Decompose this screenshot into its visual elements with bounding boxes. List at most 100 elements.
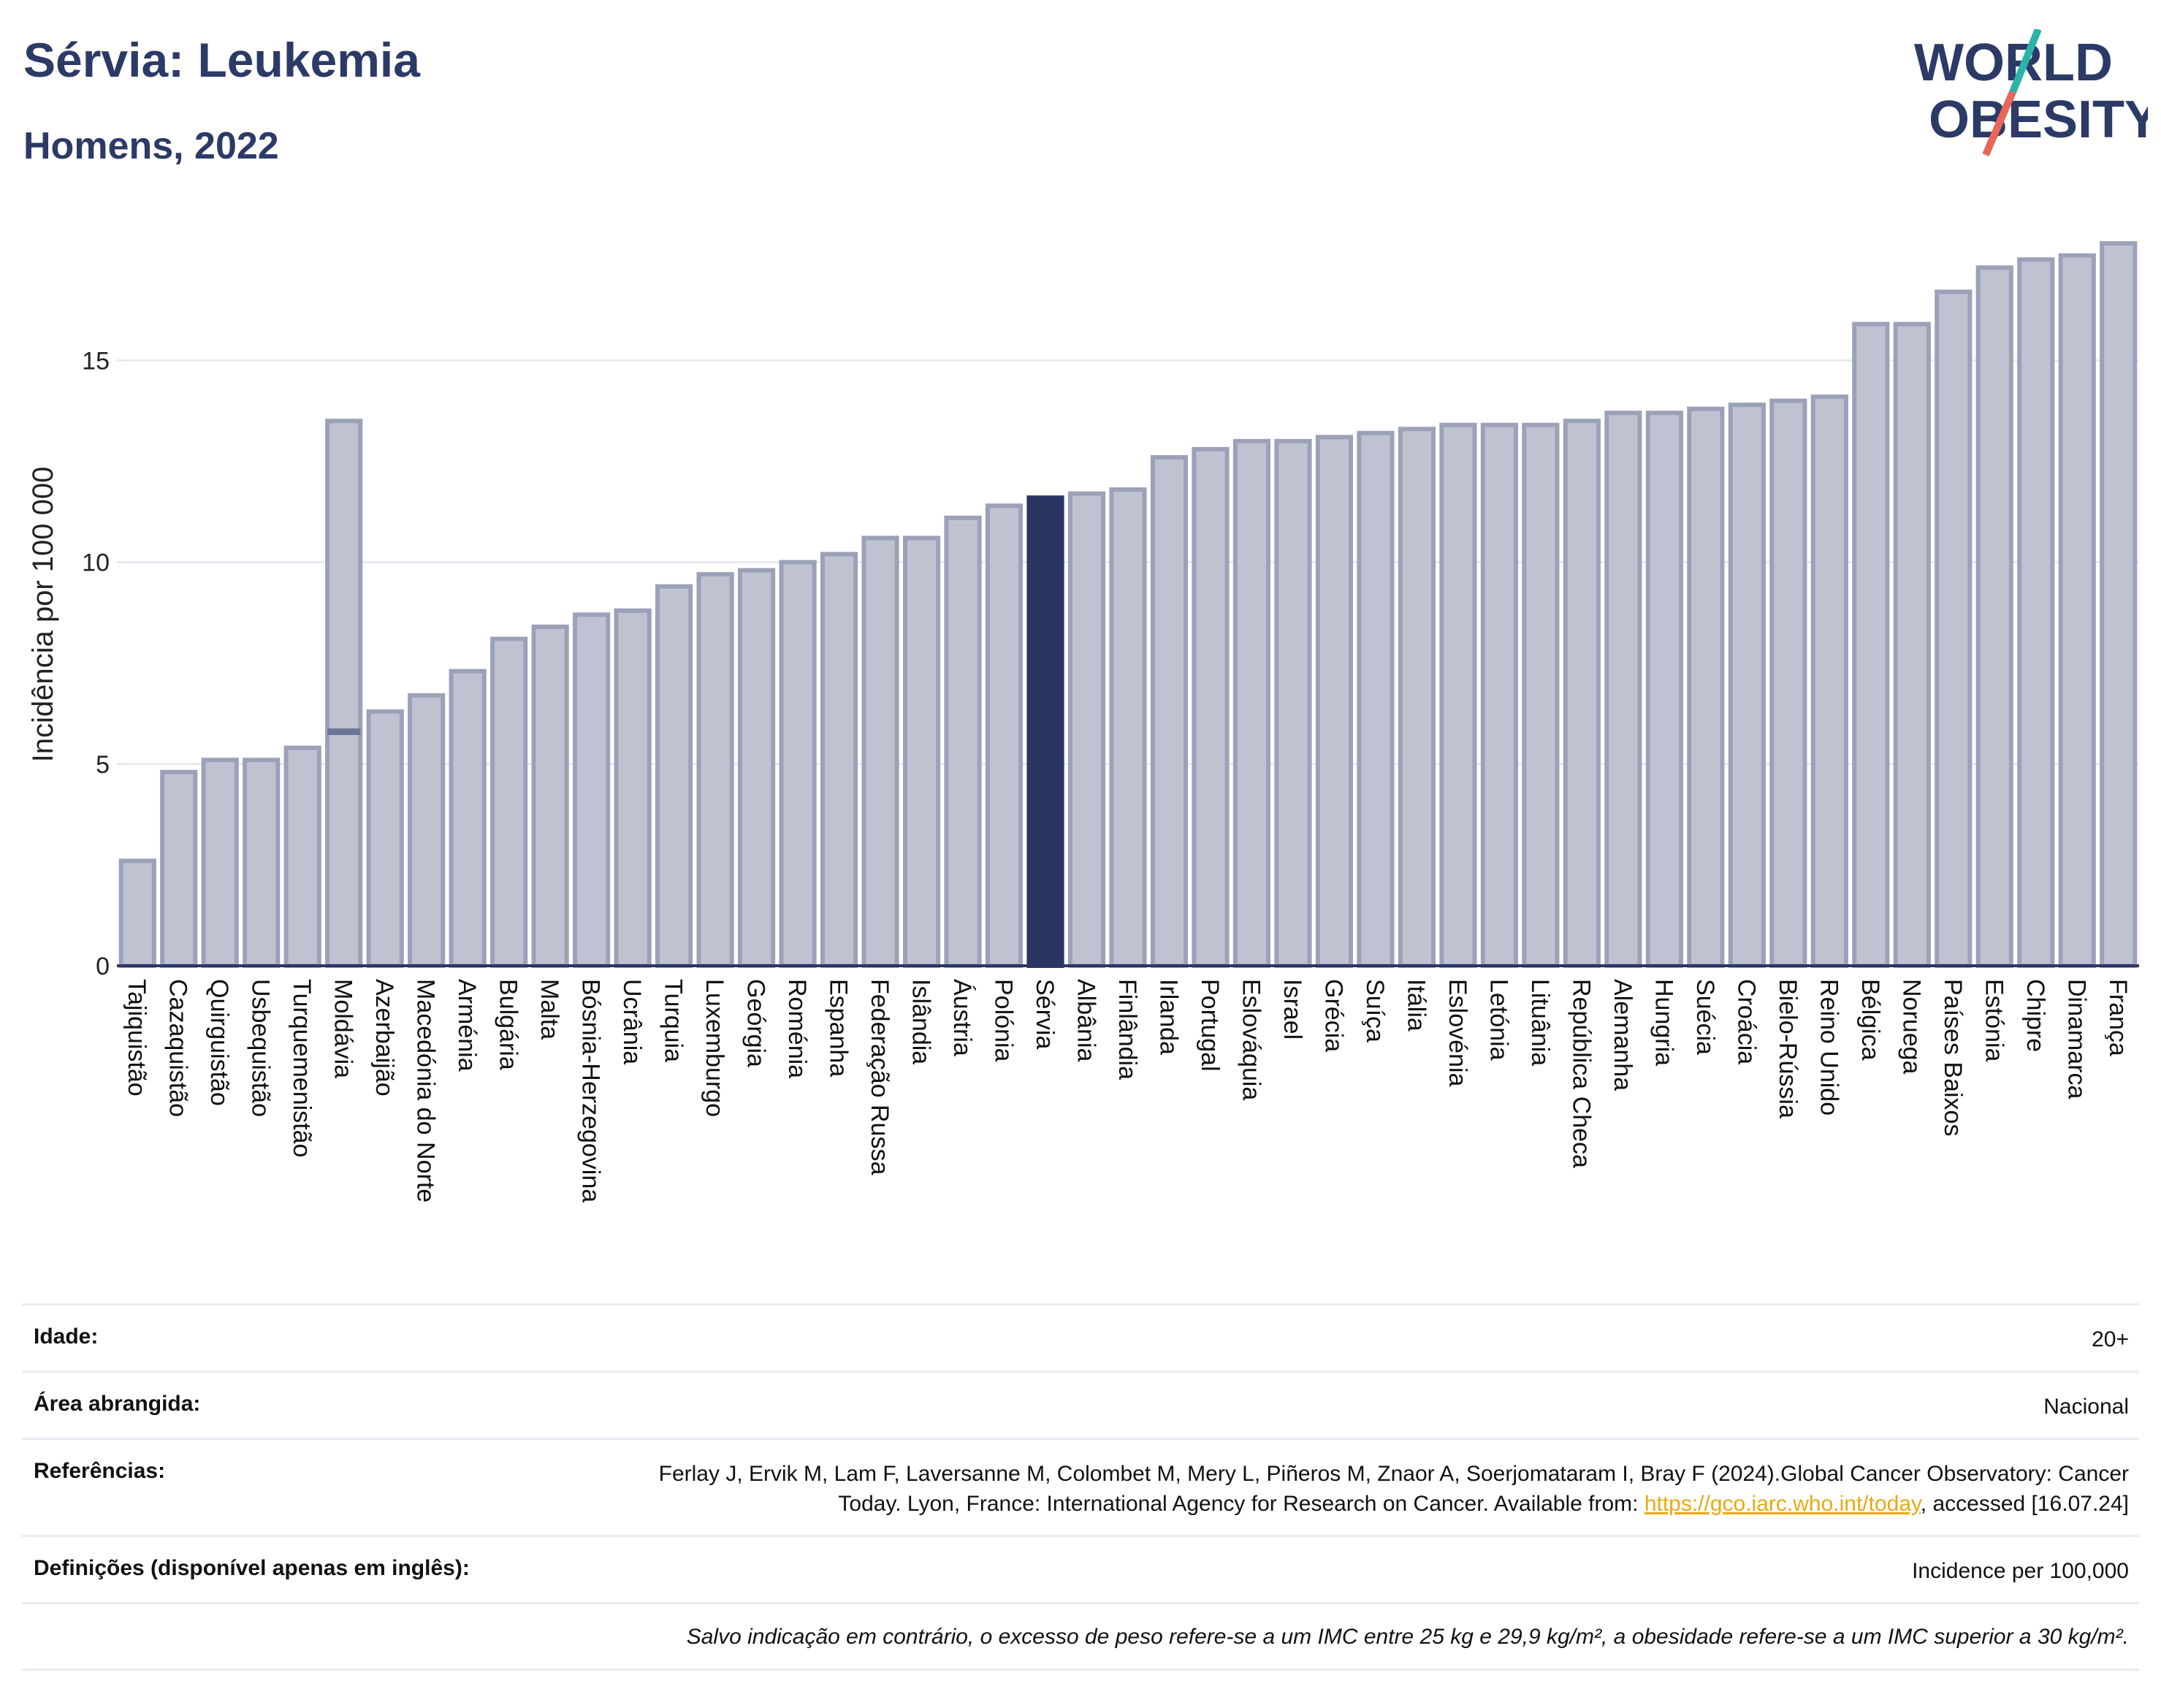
meta-ref-text-1: Ferlay J, Ervik M, Lam F, Laversanne M, … xyxy=(658,1462,2129,1516)
x-tick-label: Macedónia do Norte xyxy=(412,979,440,1202)
bar xyxy=(2058,253,2096,968)
page-subtitle: Homens, 2022 xyxy=(23,125,279,167)
x-tick-label: Eslováquia xyxy=(1237,979,1265,1100)
x-tick-label: Luxemburgo xyxy=(701,979,728,1117)
page-title: Sérvia: Leukemia xyxy=(23,33,420,87)
bar xyxy=(283,745,321,968)
meta-def-value: Incidence per 100,000 xyxy=(1912,1559,2129,1583)
x-tick-label: Federação Russa xyxy=(866,979,893,1175)
y-axis-ticks: 0 5 10 15 xyxy=(82,347,110,980)
x-tick-label: Suécia xyxy=(1691,979,1719,1055)
x-tick-label: Cazaquistão xyxy=(164,979,192,1117)
x-tick-label: Sérvia xyxy=(1031,979,1059,1049)
metadata-table: Idade: 20+ Área abrangida: Nacional Refe… xyxy=(22,1303,2139,1671)
bar xyxy=(1480,422,1519,968)
x-tick-label: Portugal xyxy=(1196,979,1224,1072)
x-tick-label: Quirguistão xyxy=(205,979,233,1106)
bar xyxy=(1109,487,1147,968)
x-tick-label: Países Baixos xyxy=(1939,979,1967,1136)
bar xyxy=(820,552,858,968)
reference-link[interactable]: https://gco.iarc.who.int/today xyxy=(1644,1492,1921,1516)
x-tick-label: Eslovénia xyxy=(1444,979,1471,1087)
bar xyxy=(2100,241,2138,968)
bar xyxy=(1357,430,1395,968)
x-tick-label: Turquia xyxy=(660,979,687,1062)
x-tick-label: Malta xyxy=(536,979,563,1040)
bar xyxy=(1315,435,1354,968)
meta-ref-label: Referências: xyxy=(34,1459,166,1483)
bar xyxy=(779,560,817,968)
bar xyxy=(1192,446,1230,968)
x-tick-label: Turquemenistão xyxy=(288,979,316,1157)
x-tick-label: Arménia xyxy=(453,979,481,1072)
x-tick-label: Polónia xyxy=(990,979,1018,1062)
bar xyxy=(160,769,198,968)
bar xyxy=(2017,257,2055,969)
bar xyxy=(366,709,404,969)
bar xyxy=(449,668,487,968)
x-tick-label: República Checa xyxy=(1567,979,1595,1168)
y-axis-title: Incidência por 100 000 xyxy=(27,467,59,763)
bar xyxy=(1728,403,1766,968)
logo-slash-bottom xyxy=(1982,91,2016,156)
x-tick-label: Finlândia xyxy=(1113,979,1141,1080)
bar xyxy=(573,612,611,968)
x-tick-label: Azerbaijão xyxy=(370,979,398,1097)
x-tick-label: Hungria xyxy=(1650,979,1677,1066)
bar xyxy=(1935,289,1973,968)
x-tick-label: Albânia xyxy=(1072,979,1100,1062)
x-tick-label: Grécia xyxy=(1319,979,1347,1052)
bar xyxy=(1645,411,1683,968)
bar xyxy=(1852,321,1890,968)
x-tick-label: Áustria xyxy=(948,979,976,1056)
bar xyxy=(861,535,899,968)
y-tick-label: 5 xyxy=(96,751,110,779)
bar xyxy=(655,584,693,968)
x-tick-label: França xyxy=(2104,979,2132,1056)
x-tick-label: Bulgária xyxy=(495,979,522,1070)
bar xyxy=(985,503,1024,968)
x-tick-label: Bielo-Rússia xyxy=(1774,979,1802,1118)
bar xyxy=(243,758,281,968)
meta-row-area: Área abrangida: Nacional xyxy=(22,1370,2139,1438)
meta-row-age: Idade: 20+ xyxy=(22,1303,2139,1370)
x-tick-label: Estónia xyxy=(1980,979,2008,1061)
y-tick-label: 0 xyxy=(96,953,110,980)
x-tick-label: Reino Unido xyxy=(1815,979,1842,1116)
x-tick-label: Israel xyxy=(1278,979,1306,1040)
x-tick-label: Lituânia xyxy=(1526,979,1554,1066)
x-tick-label: Bósnia-Herzegovina xyxy=(577,979,605,1202)
x-tick-label: Croácia xyxy=(1732,979,1760,1064)
x-tick-label: Alemanha xyxy=(1609,979,1636,1091)
bar xyxy=(1893,321,1931,968)
x-axis-labels: Tajiquistão Cazaquistão Quirguistão Usbequi… xyxy=(123,979,2132,1202)
bar xyxy=(696,572,734,968)
logo-slash-top xyxy=(2009,29,2042,94)
bar xyxy=(1769,398,1807,968)
x-tick-label: Suíça xyxy=(1361,979,1389,1042)
x-tick-label: Moldávia xyxy=(329,979,357,1078)
x-tick-label: Geórgia xyxy=(742,979,770,1067)
bar xyxy=(1810,394,1848,968)
bar xyxy=(490,636,528,968)
bar xyxy=(1232,438,1271,968)
x-tick-label: Tajiquistão xyxy=(123,979,150,1097)
x-tick-label: Noruega xyxy=(1897,979,1925,1075)
meta-row-definitions: Definições (disponível apenas em inglês)… xyxy=(22,1535,2139,1602)
bar xyxy=(1067,491,1106,968)
bar xyxy=(1439,422,1477,968)
meta-ref-text-2: , accessed [16.07.24] xyxy=(1920,1492,2129,1516)
meta-row-references: Referências: Ferlay J, Ervik M, Lam F, L… xyxy=(22,1438,2139,1535)
x-tick-label: Bélgica xyxy=(1856,979,1884,1061)
x-tick-label: Letónia xyxy=(1485,979,1512,1061)
bar xyxy=(531,624,569,969)
bar xyxy=(1274,438,1312,968)
x-tick-label: Usbequistão xyxy=(247,979,275,1117)
bar xyxy=(737,568,776,968)
bar xyxy=(944,515,982,968)
bar-highlight xyxy=(1026,495,1064,968)
meta-ref-value: Ferlay J, Ervik M, Lam F, Laversanne M, … xyxy=(624,1459,2129,1519)
meta-area-label: Área abrangida: xyxy=(34,1392,201,1416)
meta-age-value: 20+ xyxy=(2092,1327,2129,1351)
logo-line-2: OBESITY xyxy=(1929,91,2148,149)
